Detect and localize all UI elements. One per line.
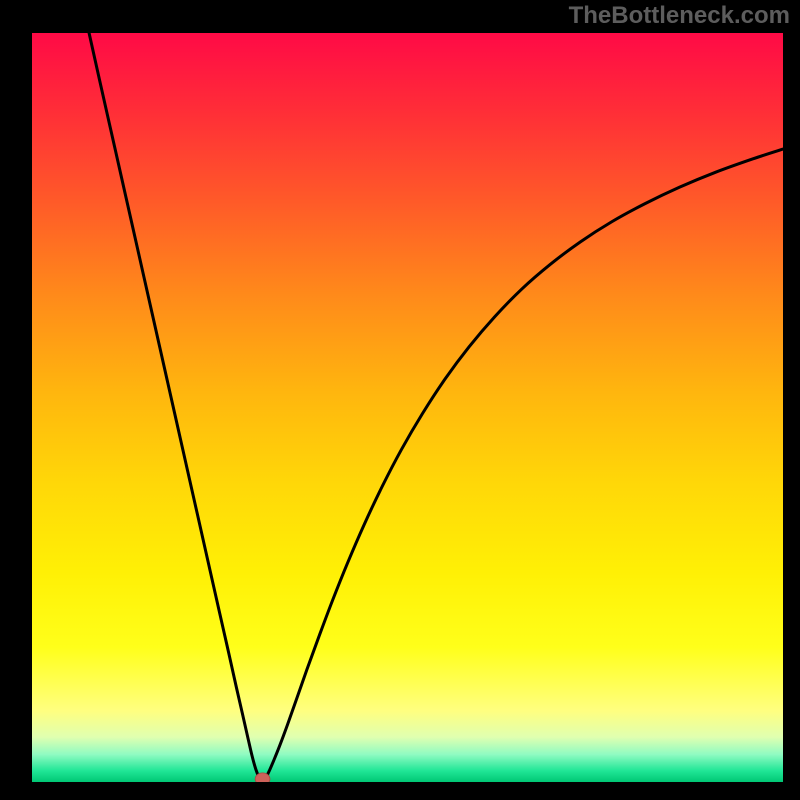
optimum-marker bbox=[255, 773, 270, 782]
plot-svg bbox=[32, 33, 783, 782]
gradient-background bbox=[32, 33, 783, 782]
plot-area bbox=[32, 33, 783, 782]
chart-frame: TheBottleneck.com bbox=[0, 0, 800, 800]
watermark-text: TheBottleneck.com bbox=[569, 2, 790, 30]
